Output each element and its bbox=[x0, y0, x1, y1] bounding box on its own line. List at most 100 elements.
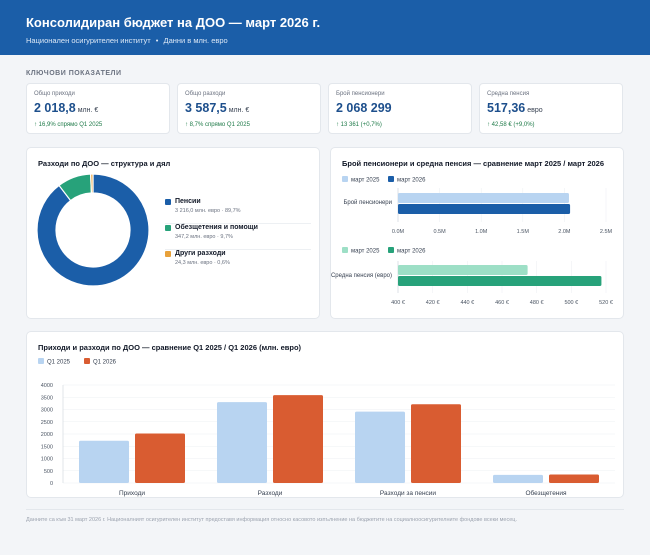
vbar-ytick-3: 1500 bbox=[41, 444, 53, 450]
legend-item-pensions: Пенсии 3 216,0 млн. евро · 89,7% bbox=[165, 198, 311, 224]
subtitle-separator: • bbox=[155, 36, 159, 45]
legend-detail: 3 216,0 млн. евро · 89,7% bbox=[175, 208, 241, 214]
vbar-legend-swatch-0 bbox=[38, 358, 44, 364]
kpi-number: 3 587,5 bbox=[185, 101, 227, 115]
page-subtitle: Национален осигурителен институт • Данни… bbox=[26, 36, 624, 45]
kpi-label: Брой пенсионери bbox=[336, 91, 385, 97]
legend-name: Пенсии bbox=[175, 198, 201, 205]
vbar-category-1: Разходи bbox=[258, 490, 283, 497]
hbar-legend-label-1-1: март 2026 bbox=[397, 249, 426, 255]
subtitle-source: Национален осигурителен институт bbox=[26, 36, 151, 45]
kpi-value: 2 018,8 млн. € bbox=[34, 101, 162, 118]
kpi-value: 517,36 евро bbox=[487, 101, 615, 118]
hbar-category-1: Средна пенсия (евро) bbox=[331, 273, 392, 279]
hbar-legend-label-0-0: март 2025 bbox=[351, 178, 380, 184]
vbar-chart-title: Приходи и разходи по ДОО — сравнение Q1 … bbox=[38, 343, 302, 352]
vbar-legend-swatch-1 bbox=[84, 358, 90, 364]
donut-legend: Пенсии 3 216,0 млн. евро · 89,7% Обезщет… bbox=[165, 198, 311, 276]
hbar-legend-label-1-0: март 2025 bbox=[351, 249, 380, 255]
kpi-unit: евро bbox=[527, 107, 543, 114]
hbar-chart-title: Брой пенсионери и средна пенсия — сравне… bbox=[342, 159, 605, 168]
hbar-tick-0-1: 0.5M bbox=[433, 229, 446, 235]
vbar-legend-label-1: Q1 2026 bbox=[93, 360, 117, 366]
kpi-unit: млн. € bbox=[228, 107, 250, 114]
donut-chart bbox=[37, 174, 150, 287]
kpi-unit: млн. € bbox=[77, 107, 99, 114]
hbar-tick-1-4: 480 € bbox=[530, 300, 544, 306]
legend-name: Обезщетения и помощи bbox=[175, 224, 258, 231]
vbar-category-3: Обезщетения bbox=[525, 489, 567, 497]
kpi-label: Общо разходи bbox=[185, 91, 226, 97]
hbar-tick-1-6: 520 € bbox=[599, 300, 613, 306]
kpi-change: ↑ 13 361 (+0,7%) bbox=[336, 122, 382, 128]
legend-detail: 347,2 млн. евро · 9,7% bbox=[175, 234, 233, 240]
vbar-legend-label-0: Q1 2025 bbox=[47, 360, 71, 366]
vbar-bar-1-1 bbox=[273, 395, 323, 483]
kpi-section-label: КЛЮЧОВИ ПОКАЗАТЕЛИ bbox=[26, 70, 122, 77]
hbar-tick-0-3: 1.5M bbox=[517, 229, 530, 235]
subtitle-note: Данни в млн. евро bbox=[163, 36, 228, 45]
kpi-label: Общо приходи bbox=[34, 91, 75, 97]
vbar-chart: Q1 2025 Q1 2026 0 500 1000 1500 2000 2500 3000 35… bbox=[38, 358, 615, 497]
vbar-ytick-6: 3000 bbox=[41, 408, 53, 414]
kpi-number: 517,36 bbox=[487, 101, 526, 115]
hbar-chart: март 2025 март 2026 0.0M 0.5M 1.0M 1.5M 2.0M 2.… bbox=[331, 176, 613, 306]
hbar-tick-0-2: 1.0M bbox=[475, 229, 488, 235]
donut-chart-title: Разходи по ДОО — структура и дял bbox=[38, 159, 171, 168]
legend-detail: 24,3 млн. евро · 0,6% bbox=[175, 260, 230, 266]
hbar-tick-1-3: 460 € bbox=[495, 300, 509, 306]
hbar-tick-1-1: 420 € bbox=[426, 300, 440, 306]
hbar-tick-1-2: 440 € bbox=[460, 300, 474, 306]
kpi-card-revenue: Общо приходи 2 018,8 млн. € ↑ 16,9% спрям… bbox=[26, 83, 170, 134]
kpi-change: ↑ 42,58 € (+9,0%) bbox=[487, 122, 535, 128]
legend-swatch bbox=[165, 199, 171, 205]
legend-swatch bbox=[165, 251, 171, 257]
hbar-tick-0-0: 0.0M bbox=[392, 229, 405, 235]
legend-item-benefits: Обезщетения и помощи 347,2 млн. евро · 9… bbox=[165, 224, 311, 250]
vbar-ytick-4: 2000 bbox=[41, 432, 53, 438]
vbar-bar-1-0 bbox=[217, 402, 267, 483]
legend-name: Други разходи bbox=[175, 250, 226, 257]
kpi-change: ↑ 8,7% спрямо Q1 2025 bbox=[185, 122, 250, 128]
vbar-ytick-2: 1000 bbox=[41, 457, 53, 463]
page-title: Консолидиран бюджет на ДОО — март 2026 г… bbox=[26, 15, 321, 30]
vbar-bar-0-0 bbox=[79, 440, 129, 483]
hbar-legend-label-0-1: март 2026 bbox=[397, 178, 426, 184]
hbar-bar-1-0 bbox=[398, 265, 528, 275]
kpi-label: Средна пенсия bbox=[487, 91, 530, 97]
pensioners-comparison-card: Брой пенсионери и средна пенсия — сравне… bbox=[330, 147, 624, 319]
vbar-bar-2-0 bbox=[355, 411, 405, 483]
revenue-expense-card: Приходи и разходи по ДОО — сравнение Q1 … bbox=[26, 331, 624, 498]
hbar-legend-swatch-0-1 bbox=[388, 176, 394, 182]
kpi-value: 2 068 299 bbox=[336, 101, 464, 118]
kpi-value: 3 587,5 млн. € bbox=[185, 101, 313, 118]
legend-item-other: Други разходи 24,3 млн. евро · 0,6% bbox=[165, 250, 311, 276]
kpi-number: 2 068 299 bbox=[336, 101, 392, 115]
hbar-bar-0-0 bbox=[398, 193, 569, 203]
kpi-card-average-pension: Средна пенсия 517,36 евро ↑ 42,58 € (+9,0… bbox=[479, 83, 623, 134]
vbar-bar-0-1 bbox=[135, 433, 185, 483]
vbar-ytick-5: 2500 bbox=[41, 420, 53, 426]
footer-note: Данните са към 31 март 2026 г. Националн… bbox=[26, 517, 517, 523]
vbar-ytick-7: 3500 bbox=[41, 395, 53, 401]
vbar-ytick-1: 500 bbox=[44, 469, 53, 475]
hbar-tick-1-5: 500 € bbox=[564, 300, 578, 306]
hbar-bar-0-1 bbox=[398, 204, 571, 214]
donut-slice-0 bbox=[37, 174, 150, 287]
kpi-card-expenses: Общо разходи 3 587,5 млн. € ↑ 8,7% спрямо… bbox=[177, 83, 321, 134]
vbar-category-2: Разходи за пенсии bbox=[380, 490, 437, 497]
kpi-change: ↑ 16,9% спрямо Q1 2025 bbox=[34, 122, 103, 128]
legend-swatch bbox=[165, 225, 171, 231]
hbar-legend-swatch-1-0 bbox=[342, 247, 348, 253]
vbar-bar-2-1 bbox=[411, 404, 461, 483]
footer-divider bbox=[26, 509, 624, 510]
expense-structure-card: Разходи по ДОО — структура и дял Пенсии … bbox=[26, 147, 320, 319]
vbar-category-0: Приходи bbox=[119, 490, 145, 497]
hbar-tick-0-5: 2.5M bbox=[600, 229, 613, 235]
page-header: Консолидиран бюджет на ДОО — март 2026 г… bbox=[0, 0, 650, 55]
kpi-card-pensioners: Брой пенсионери 2 068 299 ↑ 13 361 (+0,7… bbox=[328, 83, 472, 134]
kpi-number: 2 018,8 bbox=[34, 101, 76, 115]
vbar-ytick-0: 0 bbox=[50, 481, 53, 487]
hbar-legend-swatch-1-1 bbox=[388, 247, 394, 253]
vbar-bar-3-1 bbox=[549, 474, 599, 483]
